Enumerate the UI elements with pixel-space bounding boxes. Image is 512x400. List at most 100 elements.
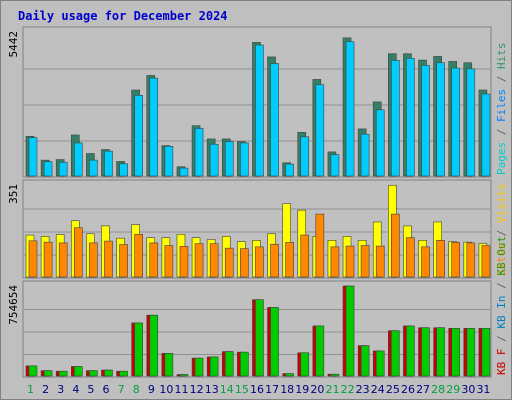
bar-files-day-19 [300,136,310,177]
x-tick-label-24: 24 [371,383,385,396]
x-tick-label-4: 4 [72,383,79,396]
bar-files-day-26 [406,57,415,177]
bar-files-day-15 [240,142,249,177]
x-tick-label-7: 7 [118,383,125,396]
bar-kb-out-day-18 [285,373,294,377]
bar-files-day-16 [255,44,264,177]
bar-sites-day-24 [375,245,385,278]
legend-hits-files-pages: Pages / Files / Hits [495,43,508,176]
x-tick-label-10: 10 [159,383,173,396]
bar-sites-day-17 [270,243,279,278]
bar-files-day-12 [194,128,204,177]
bar-files-day-21 [330,154,340,177]
bar-sites-day-31 [481,245,491,278]
bar-files-day-29 [451,67,461,177]
legend-entry: KB F [495,349,508,376]
bar-files-day-3 [58,161,68,177]
bar-files-day-23 [360,133,370,177]
legend-entry: / [495,276,508,296]
bar-sites-day-16 [255,246,264,278]
legend-entry: Visits [495,183,508,223]
x-tick-label-26: 26 [401,383,415,396]
bar-sites-day-5 [89,242,98,278]
bar-kb-out-day-31 [481,327,491,377]
bar-sites-day-14 [224,247,234,278]
x-tick-label-19: 19 [295,383,309,396]
bar-sites-day-7 [119,244,128,278]
bar-sites-day-11 [179,246,189,278]
chart-title: Daily usage for December 2024 [18,9,228,23]
bar-kb-out-day-23 [360,345,370,377]
bar-files-day-22 [345,41,355,177]
bar-kb-out-day-29 [451,327,461,377]
bar-sites-day-15 [240,248,249,278]
y-max-label: 351 [7,184,20,204]
x-tick-label-16: 16 [250,383,264,396]
x-tick-label-17: 17 [265,383,279,396]
bar-sites-day-10 [164,245,174,278]
x-tick-label-30: 30 [461,383,475,396]
bar-files-day-24 [375,109,385,177]
bar-files-day-17 [270,63,279,177]
bar-files-day-2 [43,161,53,177]
x-tick-label-18: 18 [280,383,294,396]
bar-kb-out-day-9 [149,314,159,377]
x-tick-label-28: 28 [431,383,445,396]
x-tick-label-23: 23 [356,383,370,396]
legend-entry: KB Out [495,236,508,276]
x-tick-label-25: 25 [386,383,400,396]
legend-entry: Files [495,89,508,122]
bar-kb-out-day-25 [391,330,400,377]
x-tick-label-21: 21 [325,383,339,396]
bar-kb-out-day-19 [300,352,310,377]
bar-sites-day-13 [209,243,219,278]
bar-kb-out-day-2 [43,370,53,377]
bar-sites-day-30 [466,242,476,278]
x-tick-label-31: 31 [476,383,490,396]
x-tick-label-3: 3 [57,383,64,396]
legend-entry: Hits [495,43,508,70]
legend-entry: Pages [495,142,508,175]
bar-sites-day-29 [451,242,461,278]
bar-files-day-4 [73,142,83,177]
bar-sites-day-4 [73,227,83,278]
bar-files-day-7 [119,163,128,177]
x-tick-label-14: 14 [220,383,234,396]
bar-sites-day-8 [134,233,143,278]
bar-kb-out-day-22 [345,285,355,377]
bar-kb-out-day-28 [436,327,445,377]
x-tick-label-11: 11 [175,383,189,396]
bar-kb-out-day-21 [330,373,340,377]
bar-sites-day-21 [330,246,340,278]
bar-kb-out-day-17 [270,307,279,377]
bar-files-day-9 [149,77,159,177]
bar-sites-day-22 [345,245,355,278]
legend-entry: / [495,223,508,243]
bar-sites-day-19 [300,234,310,278]
bar-kb-out-day-8 [134,322,143,377]
bar-kb-out-day-3 [58,370,68,377]
bar-sites-day-3 [58,242,68,278]
bar-kb-out-day-10 [164,353,174,377]
x-tick-label-22: 22 [341,383,355,396]
y-max-label: 5442 [7,31,20,58]
bar-files-day-18 [285,163,294,177]
bar-kb-out-day-1 [28,365,38,377]
bar-files-day-11 [179,167,189,177]
x-tick-label-15: 15 [235,383,249,396]
bar-kb-out-day-15 [240,351,249,377]
bar-files-day-25 [391,60,400,177]
legend-entry: KB In [495,296,508,329]
bar-kb-out-day-27 [421,327,430,377]
x-tick-label-20: 20 [310,383,324,396]
bar-sites-day-23 [360,245,370,278]
bar-kb-out-day-30 [466,327,476,377]
bar-kb-out-day-5 [89,370,98,377]
legend-entry: / [495,69,508,89]
bar-sites-day-6 [104,240,113,278]
bar-kb-out-day-24 [375,350,385,377]
bar-kb-out-day-7 [119,370,128,377]
x-tick-label-2: 2 [42,383,49,396]
